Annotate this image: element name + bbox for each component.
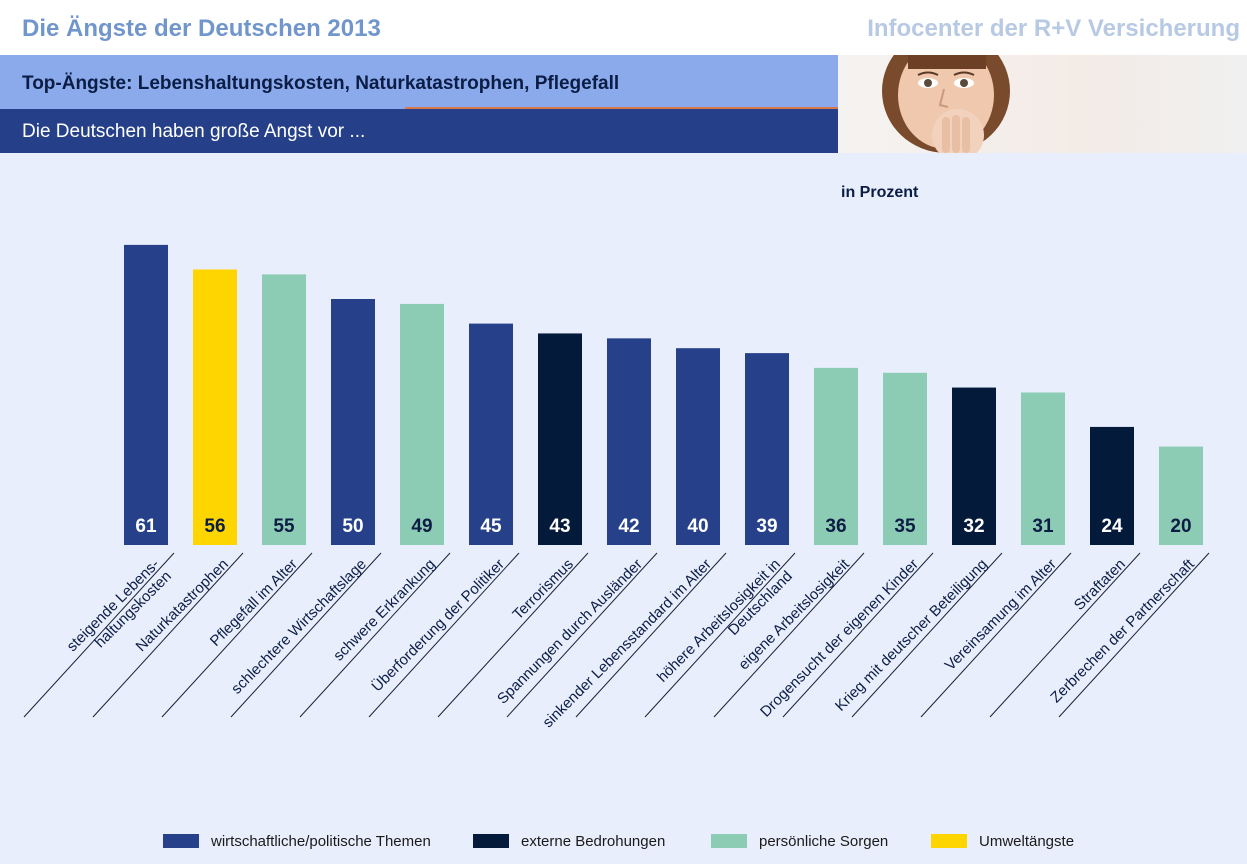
label-leader-line [230,552,382,718]
label-leader-line [713,552,865,718]
label-leader-line [989,552,1141,718]
value-label: 61 [135,516,157,537]
category-label: Zerbrechen der Partnerschaft [1047,555,1198,706]
bar [331,299,375,545]
bar [745,353,789,545]
category-label: Spannungen durch Ausländer [494,556,646,708]
bar [607,338,651,545]
accent-line [405,107,838,109]
bar [193,269,237,545]
label-leader-line [1058,552,1210,718]
value-label: 40 [687,516,708,537]
portrait-photo [838,55,1247,153]
unit-label: in Prozent [841,184,919,201]
legend-label: wirtschaftliche/politische Themen [211,833,431,850]
legend-label: Umweltängste [979,833,1075,850]
bar [1159,446,1203,545]
label-leader-line [368,552,520,718]
label-leader-line [920,552,1072,718]
bar [124,244,168,545]
bar [1090,426,1134,545]
legend-label: externe Bedrohungen [521,833,666,850]
label-leader-line [437,552,589,718]
bar [262,274,306,545]
value-label: 43 [549,516,570,537]
publisher-label: Infocenter der R+V Versicherung [867,15,1240,42]
value-label: 49 [411,516,432,537]
lead-band: Die Deutschen haben große Angst vor ... [0,109,838,153]
legend-swatch [163,834,199,848]
category-label: steigende Lebens-haltungskosten [64,556,175,667]
bar [538,333,582,545]
bar [1021,392,1065,545]
subtitle-band: Top-Ängste: Lebenshaltungskosten, Naturk… [0,55,838,109]
category-label: Terrorismus [509,556,576,623]
label-leader-line [299,552,451,718]
value-label: 31 [1032,516,1054,537]
value-label: 42 [618,516,639,537]
bar [676,348,720,545]
bar [469,323,513,545]
label-leader-line [782,552,934,718]
value-label: 55 [273,516,295,537]
label-leader-line [851,552,1003,718]
legend-swatch [931,834,967,848]
label-leader-line [644,552,796,718]
label-leader-line [92,552,244,718]
value-label: 35 [894,516,916,537]
bar [883,372,927,545]
subtitle: Top-Ängste: Lebenshaltungskosten, Naturk… [22,73,620,94]
label-leader-line [506,552,658,718]
legend-label: persönliche Sorgen [759,833,889,850]
bar [952,387,996,545]
title-bar: Die Ängste der Deutschen 2013 Infocenter… [0,0,1247,55]
value-label: 39 [756,516,777,537]
bar [400,303,444,545]
value-label: 56 [204,516,225,537]
value-label: 50 [342,516,363,537]
value-label: 45 [480,516,502,537]
label-leader-line [575,552,727,718]
category-label: Vereinsamung im Alter [942,556,1060,674]
category-label: schlechtere Wirtschaftslage [228,556,370,698]
legend-swatch [473,834,509,848]
legend-swatch [711,834,747,848]
category-label: Überforderung der Politiker [368,555,508,695]
bar [814,367,858,545]
label-leader-line [161,552,313,718]
lead-text: Die Deutschen haben große Angst vor ... [22,121,366,142]
value-label: 20 [1170,516,1191,537]
value-label: 36 [825,516,846,537]
label-leader-line [23,552,175,718]
bar-chart: 61 56 55 50 49 45 43 42 40 39 36 35 32 31 24 20 steigen… [23,244,1210,731]
page-title: Die Ängste der Deutschen 2013 [22,15,381,42]
value-label: 32 [963,516,984,537]
value-label: 24 [1101,516,1123,537]
category-label: Straftaten [1071,556,1129,614]
